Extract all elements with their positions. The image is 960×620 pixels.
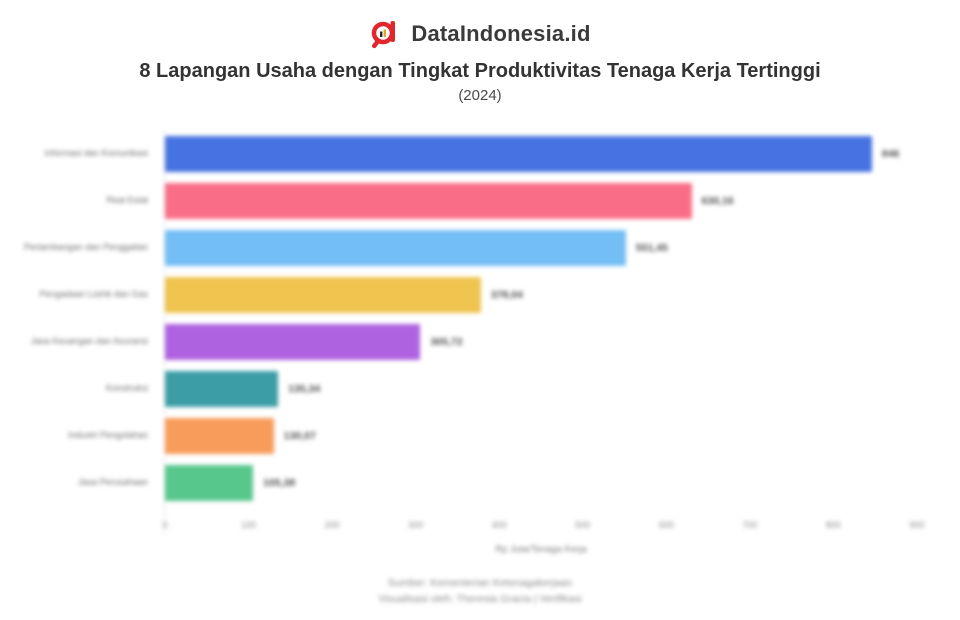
bar-row: Jasa Keuangan dan Asuransi 305,72 [0, 318, 960, 365]
brand-header: DataIndonesia.id [0, 0, 960, 50]
bar-row: Pengadaan Listrik dan Gas 378,04 [0, 271, 960, 318]
bar-value-label: 130,07 [283, 429, 316, 442]
bar [165, 135, 872, 172]
bar-track: 630,16 [165, 182, 917, 219]
bar [165, 182, 692, 219]
bar-track: 130,07 [165, 417, 917, 454]
bar-track: 105,38 [165, 464, 917, 501]
bar-track: 378,04 [165, 276, 917, 313]
bar-row: Informasi dan Komunikasi 846 [0, 130, 960, 177]
bar-row: Pertambangan dan Penggalian 551,45 [0, 224, 960, 271]
bar-track: 551,45 [165, 229, 917, 266]
x-tick-label: 600 [658, 520, 674, 530]
x-tick-label: 100 [241, 520, 257, 530]
credit-text: Visualisasi oleh: Theresia Gracia | Veri… [378, 592, 582, 605]
bar [165, 370, 279, 407]
y-axis-line [164, 130, 165, 534]
x-tick-label: 0 [162, 520, 168, 530]
bar-value-label: 305,72 [430, 335, 463, 348]
bar [165, 276, 481, 313]
bar-value-label: 135,34 [288, 382, 321, 395]
bar-chart: Informasi dan Komunikasi 846 Real Estat 630… [0, 122, 960, 562]
page-title: 8 Lapangan Usaha dengan Tingkat Produkti… [139, 60, 821, 82]
category-label: Jasa Keuangan dan Asuransi [30, 335, 148, 346]
x-tick-label: 300 [408, 520, 424, 530]
bar-row: Jasa Perusahaan 105,38 [0, 459, 960, 506]
bar-row: Real Estat 630,16 [0, 177, 960, 224]
footer: Sumber: Kementerian Ketenagakerjaan Visu… [0, 576, 960, 608]
x-axis: 0 100 200 300 400 500 600 700 800 900 [162, 520, 924, 534]
brand-name: DataIndonesia.id [411, 21, 591, 46]
category-label: Industri Pengolahan [67, 429, 148, 440]
dataindonesia-logo-icon [369, 18, 401, 50]
bar-row: Industri Pengolahan 130,07 [0, 412, 960, 459]
bar-track: 305,72 [165, 323, 917, 360]
x-tick-label: 400 [491, 520, 507, 530]
x-tick-label: 200 [324, 520, 340, 530]
bar-value-label: 846 [881, 147, 900, 160]
source-text: Sumber: Kementerian Ketenagakerjaan [387, 577, 573, 589]
bar-track: 846 [165, 135, 917, 172]
bar [165, 464, 254, 501]
x-tick-label: 900 [909, 520, 925, 530]
x-axis-title: Rp Juta/Tenaga Kerja [495, 544, 587, 555]
x-tick-label: 500 [575, 520, 591, 530]
bar-row: Konstruksi 135,34 [0, 365, 960, 412]
bar [165, 229, 626, 266]
category-label: Konstruksi [105, 382, 148, 393]
bar-rows: Informasi dan Komunikasi 846 Real Estat 630… [0, 130, 960, 506]
category-label: Pertambangan dan Penggalian [23, 241, 148, 252]
category-label: Informasi dan Komunikasi [44, 147, 148, 158]
x-tick-label: 800 [825, 520, 841, 530]
bar-value-label: 630,16 [701, 194, 734, 207]
bar [165, 417, 274, 454]
category-label: Jasa Perusahaan [77, 476, 148, 487]
category-label: Real Estat [106, 194, 148, 205]
bar-track: 135,34 [165, 370, 917, 407]
category-label: Pengadaan Listrik dan Gas [39, 288, 148, 299]
bar-value-label: 551,45 [635, 241, 668, 254]
x-tick-label: 700 [742, 520, 758, 530]
bar [165, 323, 421, 360]
bar-value-label: 105,38 [263, 476, 296, 489]
bar-value-label: 378,04 [490, 288, 523, 301]
page-subtitle: (2024) [458, 87, 502, 104]
